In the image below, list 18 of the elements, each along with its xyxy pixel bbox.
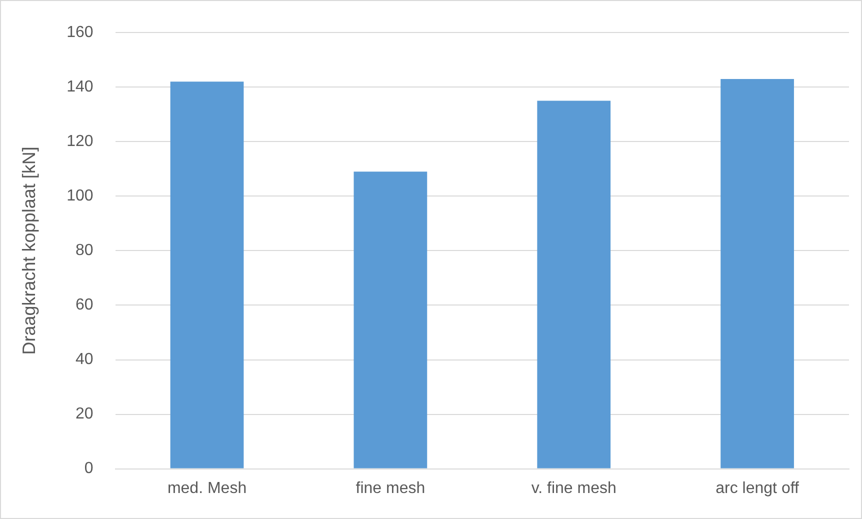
bar: [537, 100, 611, 468]
y-tick-label: 40: [76, 351, 94, 368]
y-tick-label: 60: [76, 296, 94, 314]
y-tick-label: 80: [76, 242, 94, 260]
x-tick-label: v. fine mesh: [531, 480, 616, 497]
y-tick-label: 140: [66, 78, 94, 96]
y-tick-label: 120: [66, 133, 94, 150]
y-tick-label: 0: [84, 460, 94, 478]
x-tick-label: arc lengt off: [716, 480, 800, 497]
x-tick-label: med. Mesh: [167, 480, 247, 497]
bar: [720, 78, 794, 468]
y-tick-label: 100: [66, 188, 94, 205]
y-tick-label: 20: [76, 406, 94, 423]
bar: [170, 82, 244, 468]
bar: [354, 172, 428, 468]
y-axis-title: Draagkracht kopplaat [kN]: [18, 146, 39, 355]
y-tick-label: 160: [66, 24, 94, 42]
x-tick-label: fine mesh: [356, 480, 426, 497]
